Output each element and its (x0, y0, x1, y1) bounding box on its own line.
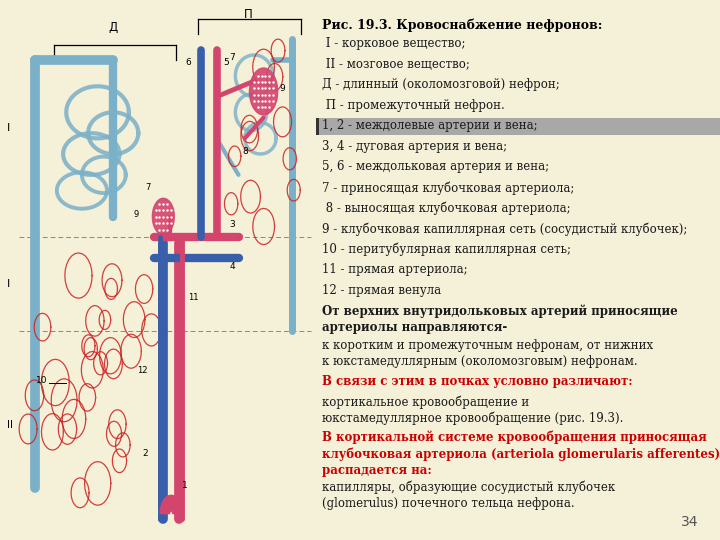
Text: 2: 2 (142, 449, 148, 458)
Text: I - корковое вещество;: I - корковое вещество; (322, 37, 465, 50)
Text: 4: 4 (229, 262, 235, 271)
Text: I: I (6, 279, 10, 289)
Text: 7: 7 (230, 53, 235, 62)
Text: 1: 1 (182, 481, 188, 490)
Text: В кортикальной системе кровообращения приносящая
клубочковая артериола (arteriol: В кортикальной системе кровообращения пр… (322, 430, 720, 477)
Text: капилляры, образующие сосудистый клубочек
(glomerulus) почечного тельца нефрона.: капилляры, образующие сосудистый клубоче… (322, 481, 615, 510)
Text: П - промежуточный нефрон.: П - промежуточный нефрон. (322, 99, 505, 112)
Text: 7: 7 (145, 184, 150, 192)
Text: 3: 3 (229, 220, 235, 229)
Text: 34: 34 (681, 515, 698, 529)
Text: Д: Д (109, 21, 118, 34)
Text: П: П (243, 8, 252, 21)
Text: II - мозговое вещество;: II - мозговое вещество; (322, 58, 469, 71)
Text: 1, 2 - междолевые артерии и вена;: 1, 2 - междолевые артерии и вена; (322, 119, 537, 132)
Text: 10: 10 (36, 376, 48, 386)
Text: 7 - приносящая клубочковая артериола;: 7 - приносящая клубочковая артериола; (322, 181, 575, 194)
Text: 8: 8 (242, 147, 248, 156)
Text: В связи с этим в почках условно различают:: В связи с этим в почках условно различаю… (322, 375, 632, 388)
Text: 9 - клубочковая капиллярная сеть (сосудистый клубочек);: 9 - клубочковая капиллярная сеть (сосуди… (322, 222, 687, 235)
Text: 5, 6 - междольковая артерия и вена;: 5, 6 - междольковая артерия и вена; (322, 160, 549, 173)
Text: 12: 12 (138, 366, 148, 375)
Text: I: I (6, 123, 10, 133)
Polygon shape (250, 68, 278, 115)
Text: 8 - выносящая клубочковая артериола;: 8 - выносящая клубочковая артериола; (322, 201, 570, 215)
Text: 12 - прямая венула: 12 - прямая венула (322, 284, 441, 296)
Text: 5: 5 (223, 58, 228, 68)
Text: II: II (6, 420, 13, 430)
Text: кортикальное кровообращение и
юкстамедуллярное кровообращение (рис. 19.3).: кортикальное кровообращение и юкстамедул… (322, 395, 624, 426)
Text: 10 - перитубулярная капиллярная сеть;: 10 - перитубулярная капиллярная сеть; (322, 242, 571, 256)
FancyBboxPatch shape (316, 118, 319, 135)
Text: 11 - прямая артериола;: 11 - прямая артериола; (322, 263, 467, 276)
Text: 9: 9 (133, 210, 138, 219)
Text: 11: 11 (189, 293, 199, 302)
Text: 6: 6 (186, 58, 192, 68)
Text: От верхних внутридольковых артерий приносящие
артериолы направляются-: От верхних внутридольковых артерий прино… (322, 304, 678, 334)
Text: 3, 4 - дуговая артерия и вена;: 3, 4 - дуговая артерия и вена; (322, 140, 507, 153)
Polygon shape (153, 198, 174, 235)
Text: к коротким и промежуточным нефронам, от нижних
к юкстамедуллярным (околомозговым: к коротким и промежуточным нефронам, от … (322, 340, 653, 368)
FancyBboxPatch shape (318, 118, 720, 135)
Text: Д - длинный (околомозговой) нефрон;: Д - длинный (околомозговой) нефрон; (322, 78, 559, 91)
Text: Рис. 19.3. Кровоснабжение нефронов:: Рис. 19.3. Кровоснабжение нефронов: (322, 19, 602, 32)
Polygon shape (160, 495, 182, 514)
Text: 9: 9 (279, 84, 285, 93)
